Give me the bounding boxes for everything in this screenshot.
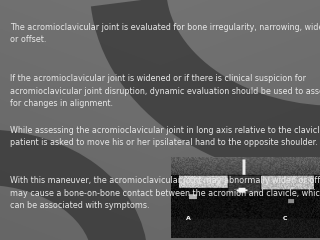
Text: The acromioclavicular joint is evaluated for bone irregularity, narrowing, widen: The acromioclavicular joint is evaluated… [10,23,320,44]
Text: C: C [283,216,287,221]
Text: While assessing the acromioclavicular joint in long axis relative to the clavicl: While assessing the acromioclavicular jo… [10,126,320,147]
Text: A: A [186,216,191,221]
Text: If the acromioclavicular joint is widened or if there is clinical suspicion for
: If the acromioclavicular joint is widene… [10,74,320,108]
Text: With this maneuver, the acromioclavicular joint may abnormally widen or offset o: With this maneuver, the acromioclavicula… [10,176,320,210]
